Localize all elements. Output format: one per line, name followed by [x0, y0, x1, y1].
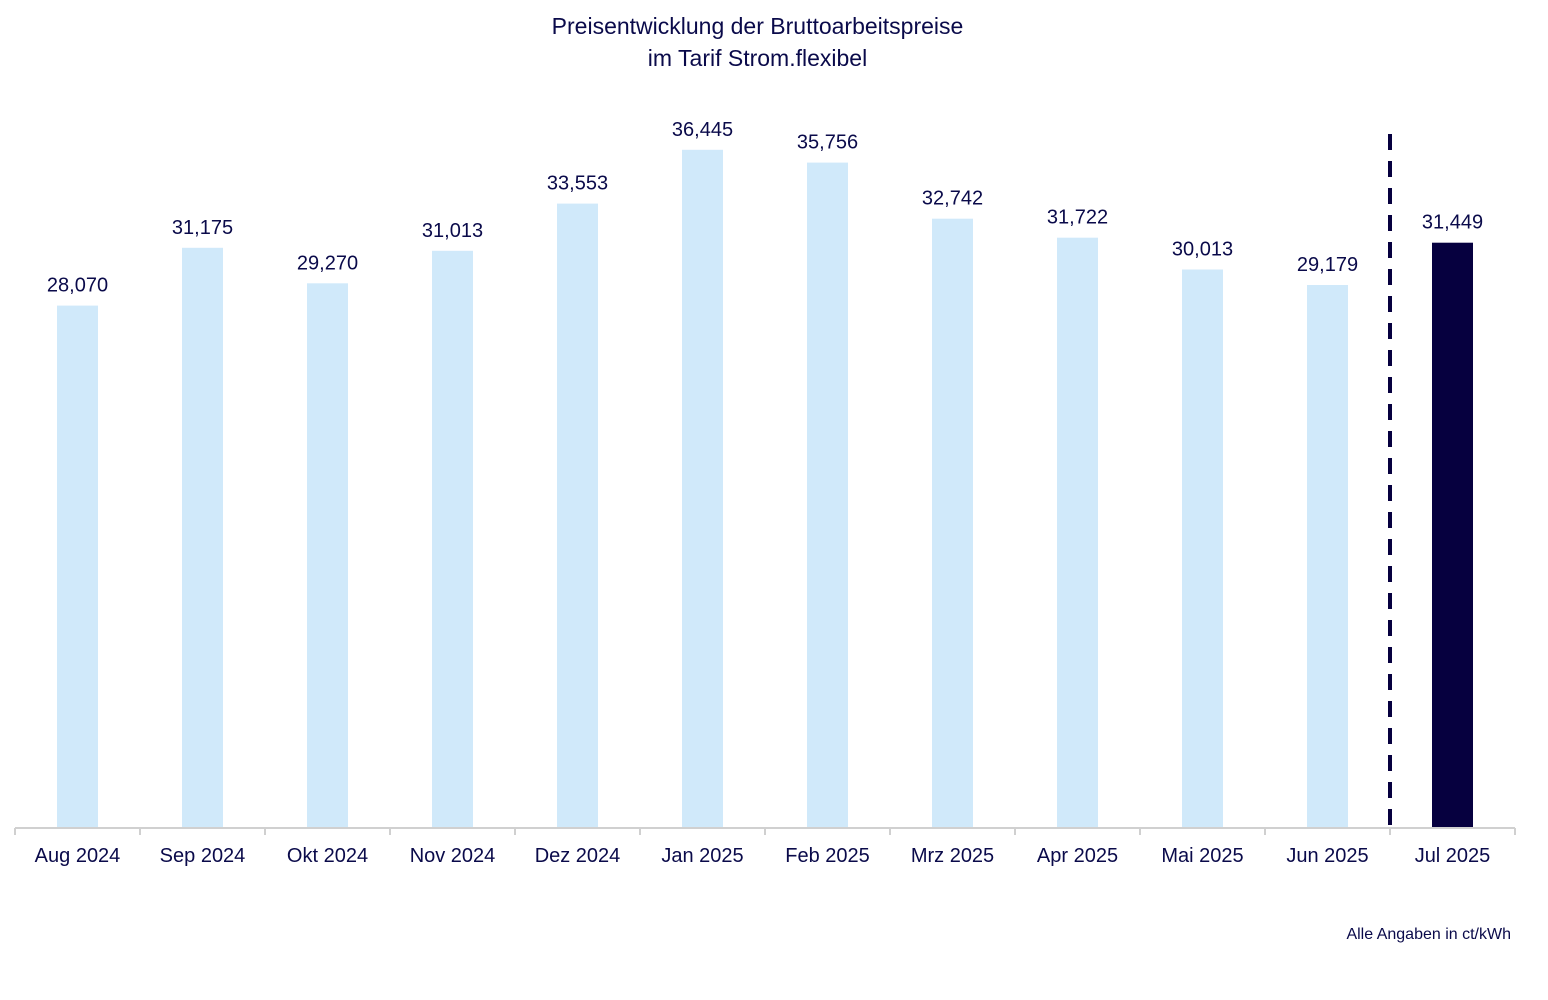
- bar-feb-2025: [807, 162, 848, 829]
- bar-apr-2025: [1057, 237, 1098, 828]
- chart-title: Preisentwicklung der Bruttoarbeitspreise…: [0, 10, 1515, 74]
- unit-note: Alle Angaben in ct/kWh: [1346, 926, 1511, 943]
- bar-aug-2024: [57, 305, 98, 829]
- category-label: Jul 2025: [1415, 845, 1491, 867]
- bar-nov-2024: [432, 250, 473, 829]
- bar-sep-2024: [182, 247, 223, 829]
- value-label: 35,756: [797, 132, 858, 154]
- category-label: Aug 2024: [35, 845, 121, 867]
- value-label: 29,270: [297, 252, 358, 274]
- value-label: 30,013: [1172, 239, 1233, 261]
- value-label: 31,175: [172, 217, 233, 239]
- value-label: 29,179: [1297, 254, 1358, 276]
- value-label: 31,722: [1047, 207, 1108, 229]
- bar-jan-2025: [682, 149, 723, 829]
- value-label: 31,013: [422, 220, 483, 242]
- value-label: 33,553: [547, 173, 608, 195]
- category-label: Okt 2024: [287, 845, 368, 867]
- chart-title-line-1: Preisentwicklung der Bruttoarbeitspreise: [551, 13, 964, 39]
- bar-mai-2025: [1182, 269, 1223, 828]
- value-label: 36,445: [672, 119, 733, 141]
- category-label: Dez 2024: [535, 845, 621, 867]
- x-axis: Aug 2024 Sep 2024 Okt 2024 Nov 2024 Dez 2024…: [14, 827, 1516, 867]
- category-label: Jan 2025: [661, 845, 743, 867]
- bar-jul-2025: [1432, 242, 1473, 828]
- category-label: Mai 2025: [1161, 845, 1243, 867]
- category-label: Nov 2024: [410, 845, 496, 867]
- value-label: 28,070: [47, 275, 108, 297]
- category-label: Feb 2025: [785, 845, 870, 867]
- bar-okt-2024: [307, 283, 348, 828]
- value-label: 31,449: [1422, 212, 1483, 234]
- value-label: 32,742: [922, 188, 983, 210]
- category-label: Mrz 2025: [911, 845, 994, 867]
- bar-mrz-2025: [932, 218, 973, 828]
- category-label: Apr 2025: [1037, 845, 1118, 867]
- bars-layer: [57, 149, 1473, 829]
- value-labels-layer: 28,070 31,175 29,270 31,013 33,553 36,445 35,7…: [47, 119, 1483, 297]
- bar-jun-2025: [1307, 285, 1348, 828]
- category-label: Jun 2025: [1286, 845, 1368, 867]
- bar-dez-2024: [557, 203, 598, 829]
- chart-title-line-2: im Tarif Strom.flexibel: [647, 45, 868, 71]
- category-label: Sep 2024: [160, 845, 246, 867]
